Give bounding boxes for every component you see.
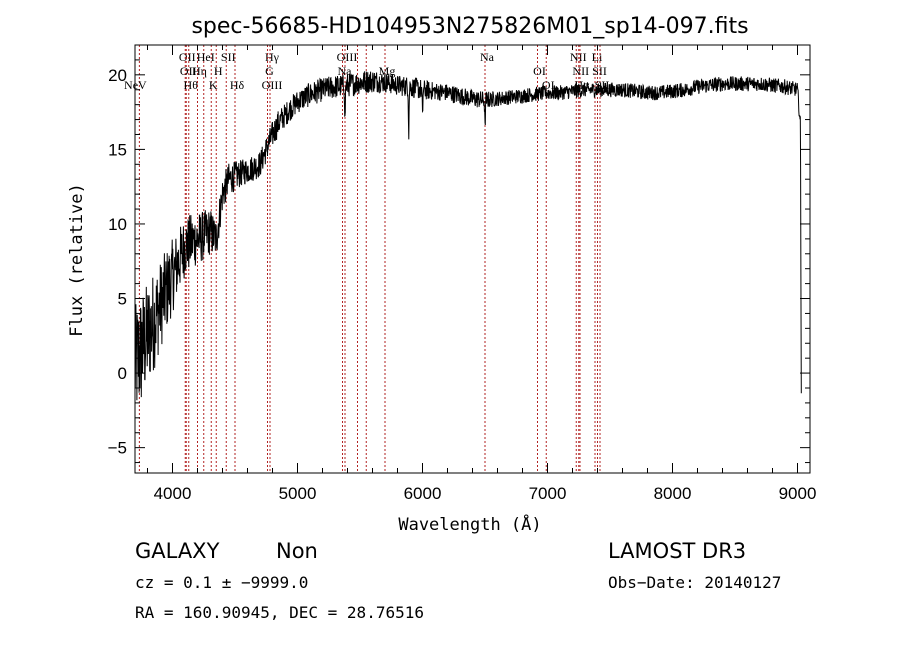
y-tick-label: 10 [108, 215, 127, 234]
line-marker-label: NII [572, 64, 589, 78]
line-marker-label: Hγ [265, 50, 280, 64]
redshift-text: cz = 0.1 ± −9999.0 [135, 573, 308, 592]
line-marker-label: SII [221, 50, 236, 64]
radec-text: RA = 160.90945, DEC = 28.76516 [135, 603, 424, 622]
plot-frame [134, 44, 811, 474]
line-marker-label: Hδ [230, 78, 245, 92]
survey-label: LAMOST DR3 [608, 539, 746, 563]
line-marker-label: Hη [192, 64, 207, 78]
x-axis-ticks: 4000 5000 6000 7000 8000 9000 [147, 45, 817, 503]
line-marker-label: OIII [262, 78, 283, 92]
y-tick-label: 5 [118, 290, 127, 309]
line-marker-label: Mg [379, 64, 396, 78]
x-tick-label: 7000 [529, 484, 567, 503]
chart-title: spec-56685-HD104953N275826M01_sp14-097.f… [191, 14, 748, 39]
line-marker-label: Hθ [184, 78, 199, 92]
line-marker-label: NeV [124, 78, 147, 92]
subclass-label: Non [276, 539, 318, 563]
emission-line-markers: NeVOIIOIIHθHηHeIKHSIIHδHγGOIIIOIIINaOIMg… [124, 45, 609, 473]
plot-area [135, 71, 802, 401]
y-axis-label: Flux (relative) [67, 183, 87, 337]
x-tick-label: 5000 [279, 484, 317, 503]
line-marker-label: K [209, 78, 218, 92]
x-tick-label: 9000 [779, 484, 817, 503]
y-tick-label: 15 [108, 140, 127, 159]
line-marker-label: Na [338, 64, 353, 78]
line-marker-label: OII [179, 50, 196, 64]
x-axis-label: Wavelength (Å) [398, 513, 541, 535]
line-marker-label: OI [533, 64, 546, 78]
y-tick-label: 20 [108, 66, 127, 85]
x-tick-label: 4000 [154, 484, 192, 503]
y-tick-label: −5 [108, 439, 127, 458]
x-tick-label: 6000 [404, 484, 442, 503]
y-tick-label: 0 [118, 364, 127, 383]
line-marker-label: H [214, 64, 223, 78]
line-marker-label: Na [480, 50, 495, 64]
class-label: GALAXY [135, 539, 220, 563]
spectrum-line [135, 71, 802, 401]
x-tick-label: 8000 [654, 484, 692, 503]
line-marker-label: OIII [337, 50, 358, 64]
line-marker-label: HeI [197, 50, 215, 64]
obs-date-text: Obs−Date: 20140127 [608, 573, 781, 592]
y-axis-ticks: −5 0 5 10 15 20 [108, 59, 810, 464]
